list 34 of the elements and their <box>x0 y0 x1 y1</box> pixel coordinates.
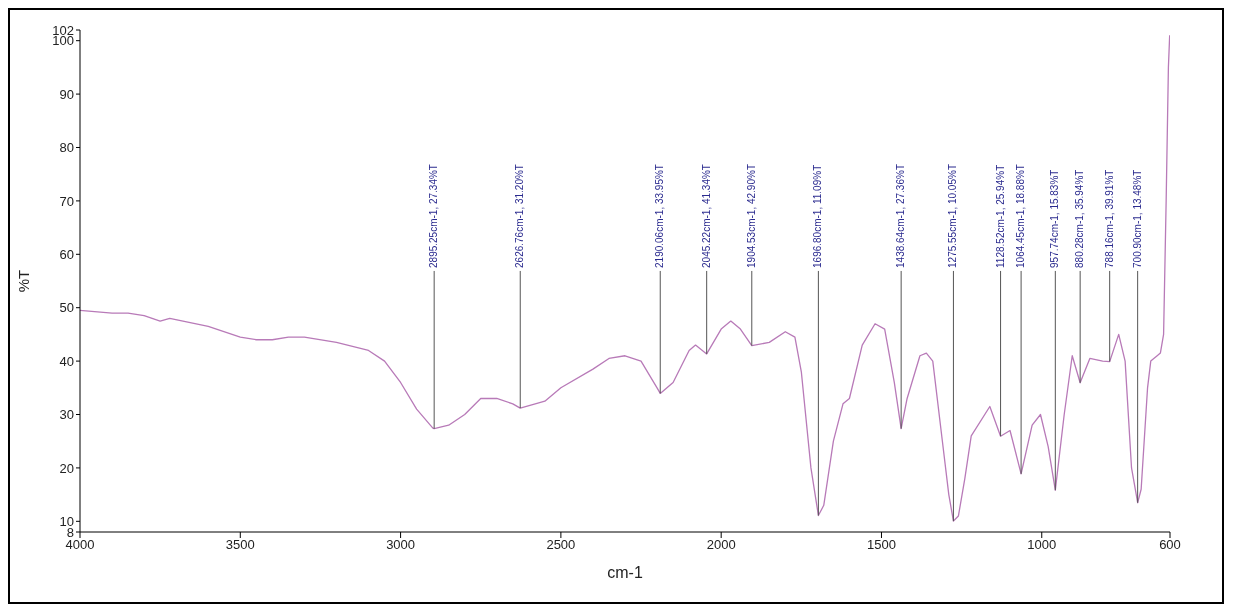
y-tick-label: 20 <box>59 460 74 476</box>
annotation: 700.90cm-1, 13.48%T <box>1131 169 1143 268</box>
annotation: 2626.76cm-1, 31.20%T <box>514 164 526 268</box>
x-tick-label: 1500 <box>867 537 896 553</box>
y-axis-title: %T <box>15 269 33 293</box>
x-axis-title: cm-1 <box>607 564 643 581</box>
annotation: 2190.06cm-1, 33.95%T <box>654 164 666 268</box>
annotation: 788.16cm-1, 39.91%T <box>1103 169 1115 268</box>
annotation: 2045.22cm-1, 41.34%T <box>700 164 712 268</box>
x-tick-label: 1000 <box>1027 537 1057 553</box>
annotation: 880.28cm-1, 35.94%T <box>1074 169 1086 268</box>
x-tick-label: 3000 <box>386 537 416 553</box>
annotation: 1128.52cm-1, 25.94%T <box>994 164 1006 268</box>
y-tick-label: 10 <box>59 513 74 529</box>
x-tick-label: 4000 <box>65 537 95 553</box>
annotation: 1064.45cm-1, 18.88%T <box>1015 164 1027 268</box>
y-tick-label: 40 <box>59 353 74 369</box>
x-tick-label: 2500 <box>546 537 576 553</box>
y-tick-label: 30 <box>59 407 74 423</box>
annotation: 2895.25cm-1, 27.34%T <box>428 164 440 268</box>
y-tick-label: 70 <box>59 193 74 209</box>
x-tick-label: 2000 <box>706 537 736 553</box>
y-tick-label: 90 <box>59 86 74 102</box>
annotation: 1275.55cm-1, 10.05%T <box>947 164 959 268</box>
x-tick-label: 600 <box>1159 537 1181 553</box>
x-tick-label: 3500 <box>225 537 255 553</box>
annotation: 1438.64cm-1, 27.36%T <box>895 164 907 268</box>
annotation: 1696.80cm-1, 11.09%T <box>812 164 824 268</box>
annotation: 1904.53cm-1, 42.90%T <box>745 164 757 268</box>
y-tick-label: 60 <box>59 246 74 262</box>
line-series <box>80 34 1170 522</box>
y-tick-label: 50 <box>59 300 74 316</box>
annotation: 957.74cm-1, 15.83%T <box>1049 169 1061 268</box>
y-tick-label: 80 <box>59 140 74 156</box>
